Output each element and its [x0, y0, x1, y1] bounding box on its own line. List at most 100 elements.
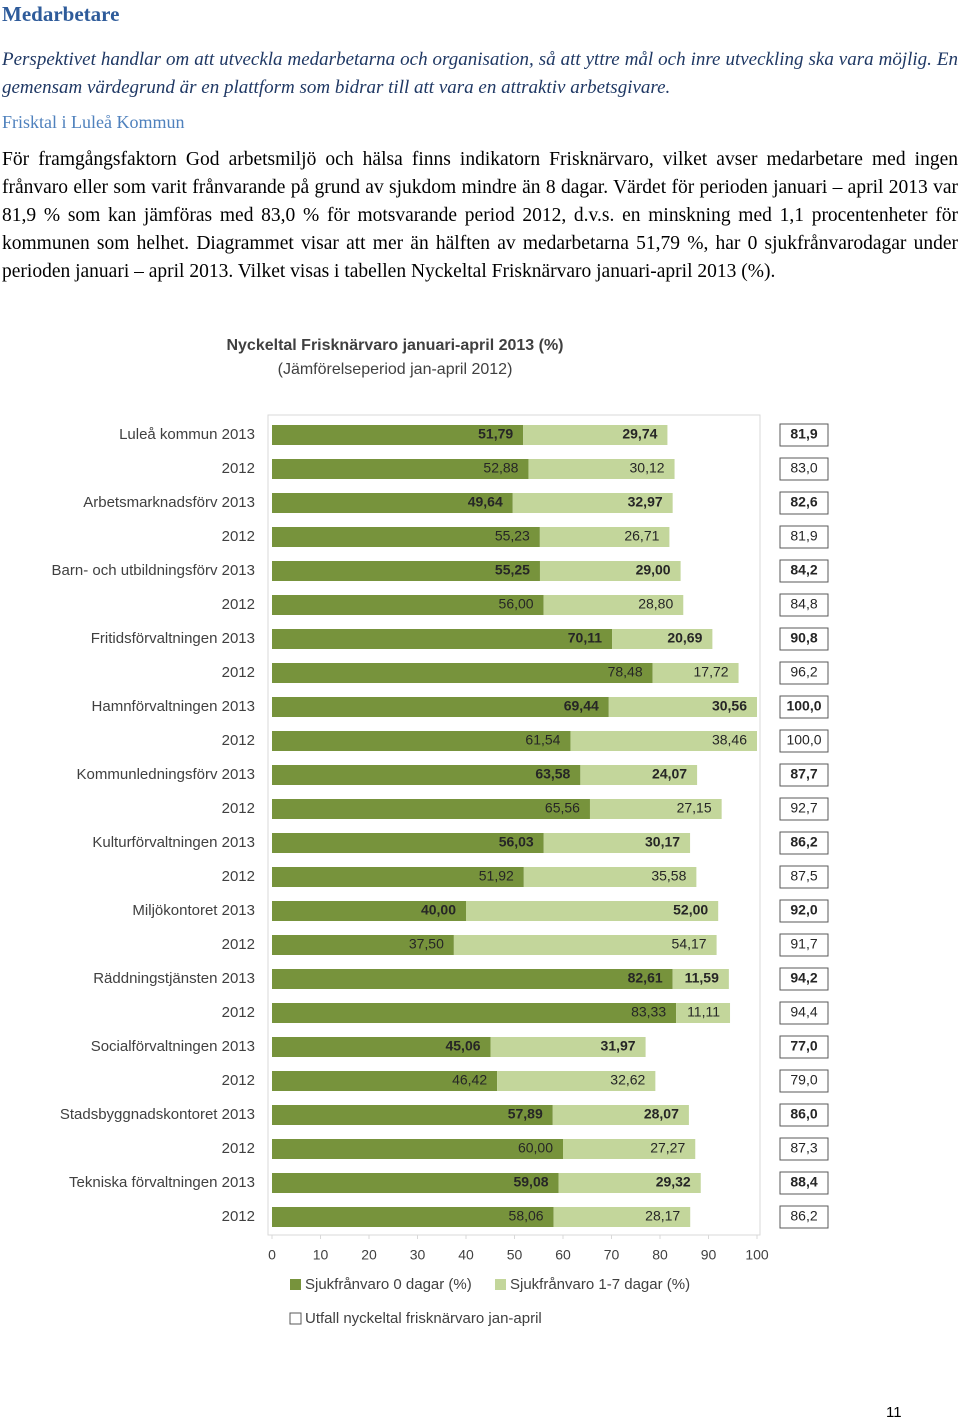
y-tick-label: Fritidsförvaltningen 2013	[91, 630, 255, 647]
outcome-label: 77,0	[790, 1038, 817, 1054]
bar-label: 49,64	[468, 494, 503, 510]
bar-segment	[272, 969, 673, 989]
y-tick-label: 2012	[222, 1140, 255, 1157]
y-tick-label: Luleå kommun 2013	[119, 426, 255, 443]
y-tick-label: Miljökontoret 2013	[132, 902, 255, 919]
heading: Medarbetare	[2, 2, 120, 26]
y-tick-label: Kulturförvaltningen 2013	[92, 834, 255, 851]
bar-segment	[272, 1105, 553, 1125]
bar-label: 46,42	[452, 1072, 487, 1088]
outcome-box	[779, 967, 829, 991]
bar-segment	[272, 799, 590, 819]
outcome-box	[779, 797, 829, 821]
outcome-box	[779, 627, 829, 651]
outcome-label: 83,0	[790, 460, 817, 476]
bar-label: 55,25	[495, 562, 530, 578]
bar-label: 30,56	[712, 698, 747, 714]
bar-label: 28,17	[645, 1208, 680, 1224]
bar-label: 63,58	[535, 766, 570, 782]
bar-label: 29,74	[622, 426, 657, 442]
bar-segment	[272, 1173, 559, 1193]
outcome-label: 94,2	[790, 970, 817, 986]
bar-label: 61,54	[525, 732, 560, 748]
outcome-box	[779, 763, 829, 787]
bar-segment	[563, 1139, 696, 1159]
bar-label: 11,59	[685, 970, 719, 986]
bar-segment	[272, 1071, 498, 1091]
y-tick-label: 2012	[222, 1004, 255, 1021]
bar-segment	[490, 1037, 646, 1057]
outcome-box	[779, 525, 829, 549]
y-tick-label: 2012	[222, 596, 255, 613]
bar-segment	[272, 527, 540, 547]
legend-swatch	[495, 1279, 506, 1290]
bar-label: 35,58	[651, 868, 686, 884]
bar-label: 55,23	[495, 528, 530, 544]
outcome-label: 84,8	[790, 596, 817, 612]
bar-segment	[272, 629, 613, 649]
bar-label: 26,71	[624, 528, 659, 544]
bar-label: 56,00	[499, 596, 534, 612]
bar-label: 24,07	[652, 766, 687, 782]
y-tick-label: 2012	[222, 460, 255, 477]
outcome-label: 88,4	[790, 1174, 817, 1190]
bar-segment	[272, 425, 524, 445]
x-tick-label: 100	[745, 1247, 769, 1263]
y-tick-label: Kommunledningsförv 2013	[77, 766, 255, 783]
bar-label: 51,92	[479, 868, 514, 884]
bar-label: 27,27	[650, 1140, 685, 1156]
bar-segment	[453, 935, 717, 955]
outcome-label: 81,9	[790, 426, 817, 442]
x-tick-label: 50	[507, 1247, 523, 1263]
y-tick-label: 2012	[222, 528, 255, 545]
outcome-label: 87,7	[790, 766, 817, 782]
outcome-label: 92,7	[790, 800, 817, 816]
bar-segment	[558, 1173, 701, 1193]
bar-label: 28,07	[644, 1106, 679, 1122]
bar-label: 56,03	[499, 834, 534, 850]
legend-label: Utfall nyckeltal frisknärvaro jan-april	[305, 1310, 542, 1327]
bar-segment	[523, 425, 668, 445]
legend-label: Sjukfrånvaro 0 dagar (%)	[305, 1276, 472, 1293]
bar-label: 70,11	[568, 630, 602, 646]
outcome-label: 87,5	[790, 868, 817, 884]
bar-label: 27,15	[677, 800, 712, 816]
legend-swatch	[290, 1279, 301, 1290]
x-tick-label: 30	[410, 1247, 426, 1263]
outcome-box	[779, 491, 829, 515]
bar-segment	[272, 867, 524, 887]
y-tick-label: 2012	[222, 732, 255, 749]
outcome-box	[779, 1137, 829, 1161]
y-tick-label: Tekniska förvaltningen 2013	[69, 1174, 255, 1191]
outcome-label: 100,0	[786, 732, 821, 748]
bar-segment	[589, 799, 722, 819]
bar-segment	[272, 595, 544, 615]
legend-label: Sjukfrånvaro 1-7 dagar (%)	[510, 1276, 690, 1293]
bar-segment	[552, 1105, 689, 1125]
outcome-label: 86,2	[790, 834, 817, 850]
bar-segment	[272, 1139, 563, 1159]
bar-segment	[672, 969, 729, 989]
outcome-label: 96,2	[790, 664, 817, 680]
outcome-box	[779, 1103, 829, 1127]
outcome-box	[779, 1001, 829, 1025]
outcome-box	[779, 1205, 829, 1229]
bar-segment	[466, 901, 719, 921]
bar-segment	[652, 663, 739, 683]
y-tick-label: 2012	[222, 936, 255, 953]
bar-segment	[272, 663, 653, 683]
bar-segment	[523, 867, 697, 887]
y-tick-label: 2012	[222, 868, 255, 885]
y-tick-label: Arbetsmarknadsförv 2013	[83, 494, 255, 511]
bar-label: 32,97	[628, 494, 663, 510]
bar-label: 29,00	[636, 562, 671, 578]
bar-label: 45,06	[445, 1038, 480, 1054]
outcome-box	[779, 831, 829, 855]
bar-label: 30,12	[630, 460, 665, 476]
bar-label: 78,48	[608, 664, 643, 680]
outcome-label: 82,6	[790, 494, 817, 510]
body-text: För framgångsfaktorn God arbetsmiljö och…	[2, 149, 958, 282]
bar-segment	[539, 527, 670, 547]
bar-segment	[543, 833, 691, 853]
bar-segment	[272, 935, 454, 955]
